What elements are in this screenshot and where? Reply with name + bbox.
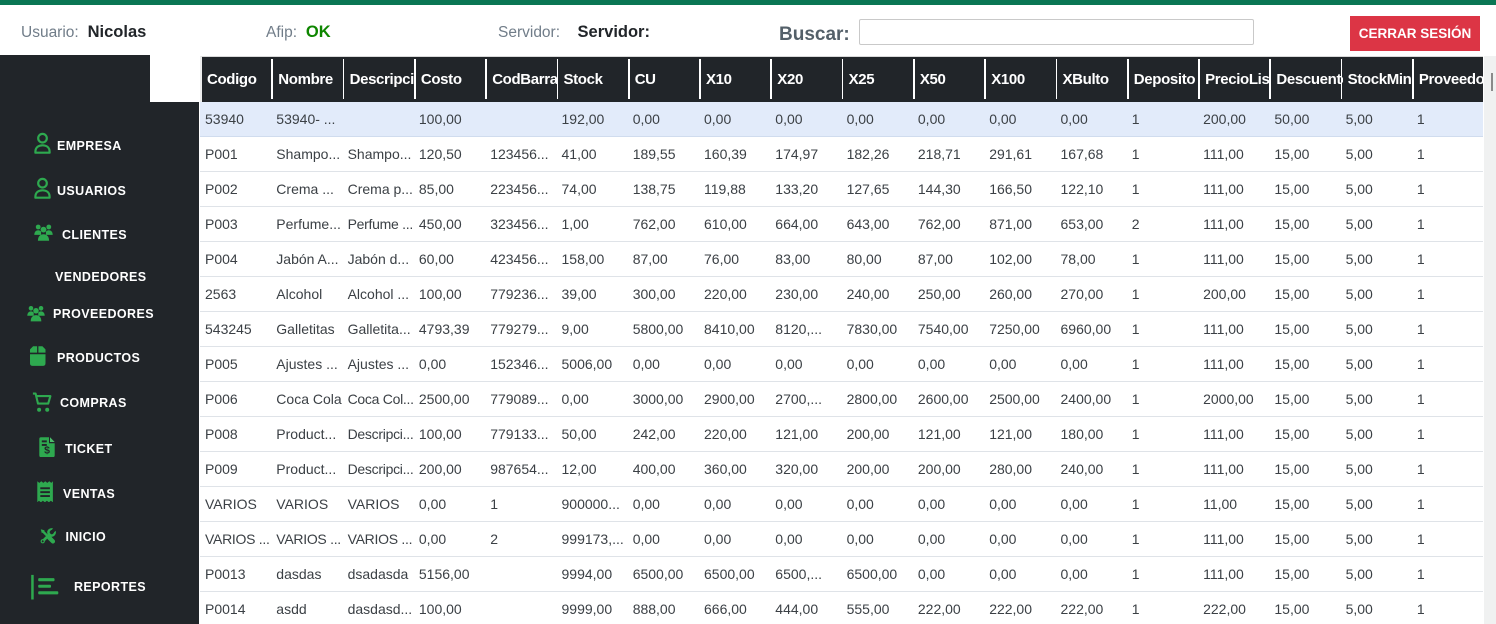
svg-text:$: $ — [44, 444, 50, 456]
